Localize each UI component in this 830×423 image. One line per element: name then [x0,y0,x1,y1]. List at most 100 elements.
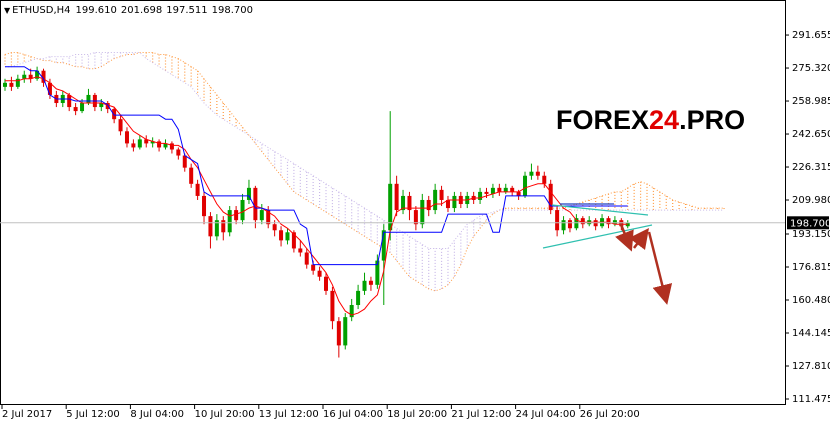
candle-body [163,143,168,148]
candle-body [510,187,515,192]
candle-body [195,183,200,196]
candle-body [291,232,296,249]
arrow [647,231,673,305]
candle-body [214,220,219,237]
y-tick-label: 127.810 [792,361,830,372]
candle-body [567,220,572,229]
watermark-text: FOREX [556,105,649,135]
x-tick-label: 2 Jul 2017 [2,409,52,420]
candle-body [144,139,149,144]
candle-body [343,317,348,346]
candle-body [208,216,213,237]
candle-body [73,107,78,112]
candle-body [80,103,85,112]
candle-body [253,187,258,221]
candle-body [272,224,277,231]
candle-body [266,210,271,225]
price-layer [3,66,630,358]
candle-body [234,210,239,221]
header-value: 201.698 [121,5,162,16]
candle-body [523,175,528,196]
candle-body [381,230,386,261]
y-tick-label: 111.475 [792,394,830,405]
trend-line [551,204,649,216]
candle-body [169,143,174,150]
indicator-line [5,76,628,316]
y-tick-label: 160.480 [792,295,830,306]
x-tick-label: 8 Jul 04:00 [130,409,184,420]
candle-body [311,264,316,271]
watermark-text: .PRO [679,105,745,135]
header-icon: ▼ [4,6,11,15]
candle-body [189,167,194,184]
y-tick-label: 193.150 [792,229,830,240]
candle-body [137,139,142,148]
candle-body [298,248,303,253]
candle-body [41,70,46,83]
y-tick-label: 242.650 [792,129,830,140]
x-tick-label: 18 Jul 20:00 [387,409,447,420]
candle-body [394,183,399,211]
candle-body [259,210,264,221]
x-tick-label: 5 Jul 12:00 [66,409,120,420]
candle-body [535,171,540,176]
candle-body [176,149,181,156]
candle-body [150,141,155,144]
candle-body [47,82,52,95]
candle-body [478,191,483,200]
candle-body [516,191,521,196]
candle-body [349,305,354,318]
candle-body [426,199,431,211]
candle-body [484,191,489,194]
candle-body [439,189,444,200]
candle-body [336,321,341,346]
candle-body [413,210,418,225]
last-price-tag [787,216,829,230]
candle-body [279,230,284,241]
arrow [629,228,649,250]
y-tick-label: 291.655 [792,30,830,41]
cloud-span-a [4,52,724,292]
watermark-text: 24 [649,105,679,135]
candle-body [561,220,566,231]
candle-body [28,74,33,79]
candle-body [105,103,110,110]
candle-body [529,171,534,176]
candle-body [9,82,14,87]
x-tick-label: 13 Jul 12:00 [259,409,319,420]
x-tick-label: 21 Jul 12:00 [451,409,511,420]
candle-body [452,195,457,209]
y-tick-label: 258.985 [792,96,830,107]
candle-body [67,94,72,108]
candle-body [420,199,425,225]
last-price-label: 198.700 [790,218,830,229]
candle-body [285,232,290,241]
chart-title: ETHUSD,H4 [12,5,70,16]
candle-body [157,141,162,148]
candle-body [407,195,412,211]
candle-body [86,94,91,104]
candle-body [118,119,123,132]
y-tick-label: 176.815 [792,262,830,273]
candle-body [182,155,187,168]
x-tick-label: 10 Jul 20:00 [195,409,255,420]
candle-body [324,276,328,291]
candle-body [221,220,226,233]
candle-body [555,210,560,231]
y-tick-label: 275.320 [792,63,830,74]
candle-body [124,131,129,144]
candle-body [112,109,117,120]
candle-body [433,189,438,211]
candle-body [490,187,495,194]
header-value: 197.511 [166,5,207,16]
candle-body [388,183,393,231]
candle-body [606,218,611,225]
candle-body [35,70,40,79]
candle-body [330,290,335,322]
candle-body [368,280,373,285]
indicator-line [5,66,628,266]
candle-body [445,199,450,209]
y-tick-label: 144.145 [792,328,830,339]
y-tick-label: 209.980 [792,195,830,206]
candle-body [497,187,502,192]
